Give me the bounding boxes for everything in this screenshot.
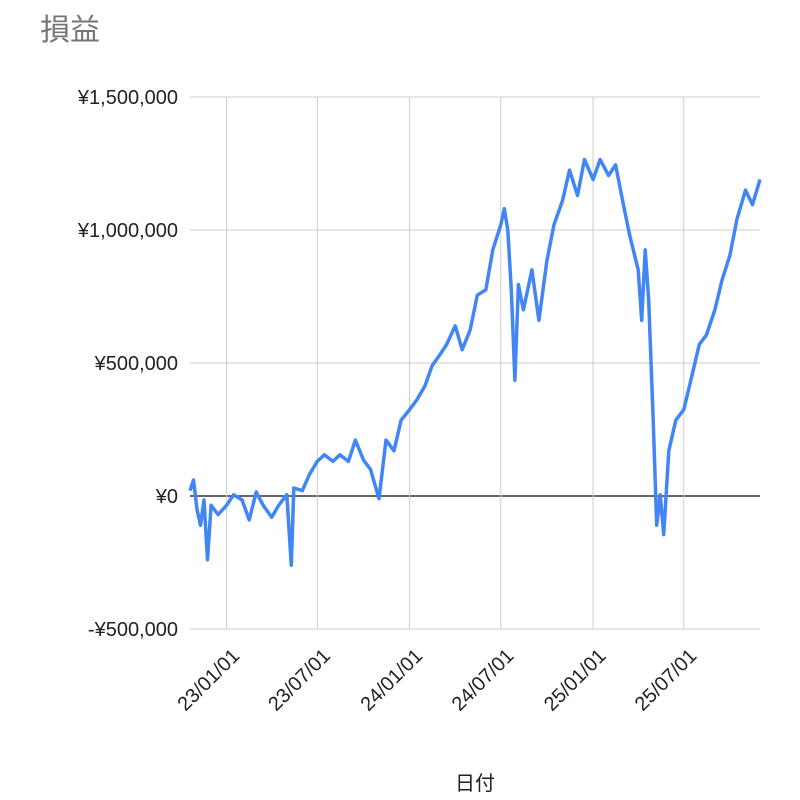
- y-tick-label: -¥500,000: [88, 619, 178, 641]
- x-tick-label: 25/01/01: [540, 645, 611, 716]
- x-axis-label: 日付: [455, 772, 495, 795]
- chart-title: 損益: [40, 14, 100, 47]
- x-tick-label: 24/07/01: [448, 645, 519, 716]
- x-tick-label: 25/07/01: [631, 645, 702, 716]
- x-tick-label: 23/07/01: [264, 645, 335, 716]
- y-tick-label: ¥500,000: [94, 353, 178, 375]
- x-tick-label: 23/01/01: [174, 645, 245, 716]
- line: [188, 157, 762, 567]
- y-tick-label: ¥1,000,000: [77, 220, 178, 242]
- y-tick-label: ¥1,500,000: [77, 87, 178, 109]
- x-tick-label: 24/01/01: [357, 645, 428, 716]
- y-tick-label: ¥0: [155, 486, 178, 508]
